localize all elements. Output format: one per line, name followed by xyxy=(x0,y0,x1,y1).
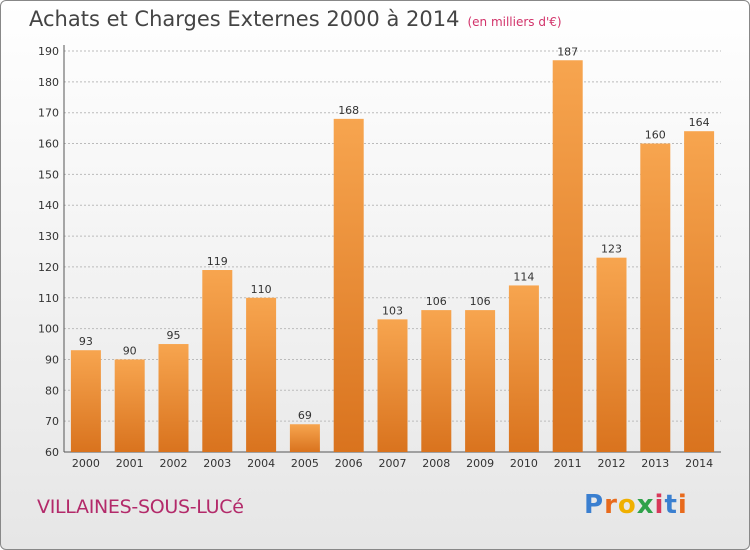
y-tick-label: 60 xyxy=(45,446,59,459)
bar xyxy=(158,344,189,452)
x-tick-label: 2003 xyxy=(203,457,231,470)
x-tick-label: 2010 xyxy=(510,457,538,470)
x-tick-label: 2006 xyxy=(335,457,363,470)
x-tick-label: 2005 xyxy=(291,457,319,470)
bar xyxy=(202,270,233,452)
x-tick-label: 2011 xyxy=(554,457,582,470)
bar xyxy=(684,131,715,452)
x-tick-label: 2000 xyxy=(72,457,100,470)
y-tick-label: 150 xyxy=(38,168,59,181)
x-tick-label: 2013 xyxy=(641,457,669,470)
y-tick-label: 120 xyxy=(38,261,59,274)
y-tick-label: 170 xyxy=(38,107,59,120)
data-label: 164 xyxy=(689,116,710,129)
data-label: 69 xyxy=(298,409,312,422)
data-label: 119 xyxy=(207,255,228,268)
data-label: 106 xyxy=(426,295,447,308)
data-label: 106 xyxy=(470,295,491,308)
bar xyxy=(70,350,101,452)
bar xyxy=(421,310,452,452)
y-tick-label: 90 xyxy=(45,353,59,366)
y-tick-label: 140 xyxy=(38,199,59,212)
y-tick-label: 160 xyxy=(38,138,59,151)
data-label: 93 xyxy=(79,335,93,348)
commune-name: VILLAINES-SOUS-LUCé xyxy=(37,496,244,518)
y-tick-label: 100 xyxy=(38,323,59,336)
x-tick-label: 2004 xyxy=(247,457,275,470)
bar xyxy=(596,257,627,452)
y-tick-label: 180 xyxy=(38,76,59,89)
data-label: 110 xyxy=(251,283,272,296)
y-tick-label: 110 xyxy=(38,292,59,305)
bar xyxy=(114,359,145,452)
data-label: 103 xyxy=(382,304,403,317)
data-label: 114 xyxy=(513,270,534,283)
y-tick-label: 190 xyxy=(38,45,59,58)
proxiti-logo: Proxiti xyxy=(584,490,688,520)
data-label: 90 xyxy=(123,344,137,357)
data-label: 187 xyxy=(557,45,578,58)
x-tick-label: 2014 xyxy=(685,457,713,470)
x-tick-label: 2007 xyxy=(379,457,407,470)
data-label: 95 xyxy=(167,329,181,342)
y-tick-label: 70 xyxy=(45,415,59,428)
y-tick-label: 130 xyxy=(38,230,59,243)
bar xyxy=(552,60,583,452)
chart-title-text: Achats et Charges Externes 2000 à 2014 xyxy=(29,7,460,31)
x-tick-label: 2001 xyxy=(116,457,144,470)
chart-title: Achats et Charges Externes 2000 à 2014 (e… xyxy=(29,7,562,31)
x-tick-label: 2012 xyxy=(598,457,626,470)
bar xyxy=(640,143,671,453)
x-tick-label: 2008 xyxy=(422,457,450,470)
data-label: 123 xyxy=(601,243,622,256)
data-label: 160 xyxy=(645,129,666,142)
bar xyxy=(246,297,277,452)
bar xyxy=(333,118,364,452)
bar xyxy=(508,285,539,452)
x-tick-label: 2002 xyxy=(160,457,188,470)
chart-subtitle: (en milliers d'€) xyxy=(467,15,562,29)
bar xyxy=(465,310,496,452)
x-tick-label: 2009 xyxy=(466,457,494,470)
y-tick-label: 80 xyxy=(45,384,59,397)
bar xyxy=(377,319,408,452)
data-label: 168 xyxy=(338,104,359,117)
bar xyxy=(289,424,320,452)
